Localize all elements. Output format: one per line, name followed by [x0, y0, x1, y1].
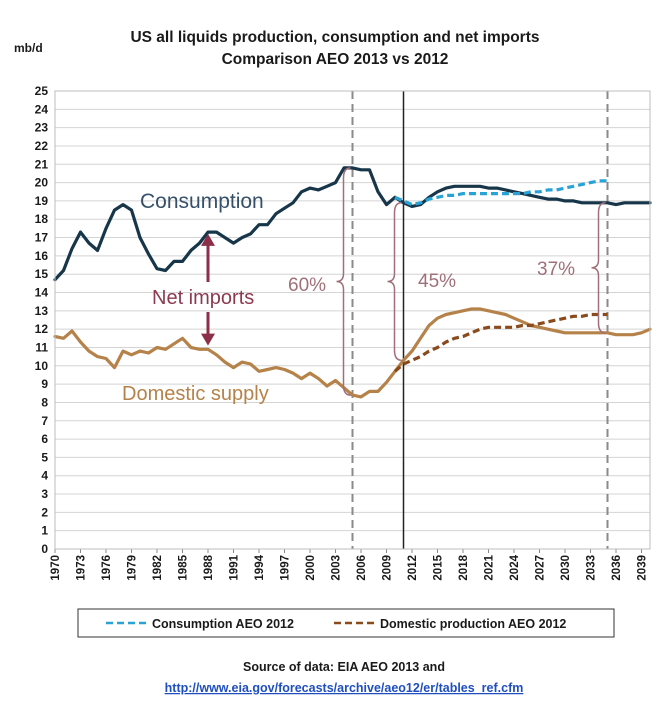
y-tick-label: 0	[41, 542, 48, 556]
pct-2005-label: 60%	[288, 275, 326, 296]
brace-2011	[387, 202, 402, 362]
y-tick-label: 10	[35, 359, 49, 373]
y-tick-label: 16	[35, 249, 49, 263]
y-tick-label: 8	[41, 395, 48, 409]
source-link[interactable]: http://www.eia.gov/forecasts/archive/aeo…	[165, 681, 524, 695]
y-tick-label: 11	[35, 340, 48, 354]
net-imports-arrow	[201, 233, 215, 346]
x-tick-label: 2036	[611, 555, 623, 581]
x-tick-label: 2012	[407, 555, 419, 581]
series-consumption2013	[53, 166, 652, 282]
y-tick-label: 20	[35, 176, 49, 190]
x-tick-label: 1991	[229, 554, 241, 580]
x-tick-label: 1988	[203, 554, 215, 580]
x-tick-label: 1973	[76, 555, 88, 581]
net-import-braces	[336, 167, 606, 396]
y-tick-label: 4	[41, 469, 48, 483]
brace-2035	[591, 202, 606, 334]
x-tick-label: 1985	[178, 554, 190, 580]
legend-label-domestic-2012: Domestic production AEO 2012	[380, 617, 566, 631]
y-tick-label: 21	[35, 157, 49, 171]
legend-label-consumption-2012: Consumption AEO 2012	[152, 617, 294, 631]
series-lines	[53, 166, 652, 399]
x-tick-label: 1979	[127, 555, 139, 581]
x-tick-label: 1994	[254, 554, 266, 580]
y-tick-label: 6	[41, 432, 48, 446]
x-tick-label: 1970	[50, 555, 62, 581]
x-tick-labels: 1970 1973 1976 1979 1982 1985 1988 1991 1994 1997…	[50, 549, 649, 581]
pct-2035-label: 37%	[537, 259, 575, 280]
x-tick-label: 1982	[152, 555, 164, 581]
x-tick-label: 2021	[484, 554, 496, 580]
y-tick-label: 2	[41, 505, 48, 519]
x-tick-label: 2003	[331, 555, 343, 581]
series-domestic2013	[53, 307, 652, 399]
x-tick-label: 2015	[433, 554, 445, 580]
source-text: Source of data: EIA AEO 2013 and	[243, 660, 445, 674]
y-tick-label: 18	[35, 212, 49, 226]
y-tick-label: 7	[41, 414, 48, 428]
y-tick-label: 17	[35, 231, 49, 245]
x-tick-label: 1976	[101, 555, 113, 581]
y-tick-label: 5	[41, 450, 48, 464]
series-consumption2012	[394, 179, 608, 207]
x-tick-label: 2018	[458, 554, 470, 580]
domestic-supply-label: Domestic supply	[122, 383, 269, 405]
y-tick-label: 19	[35, 194, 49, 208]
pct-2011-label: 45%	[418, 271, 456, 292]
x-tick-label: 2009	[382, 555, 394, 581]
plot-frame	[54, 90, 651, 550]
chart-title: US all liquids production, consumption a…	[130, 29, 539, 46]
y-tick-label: 9	[41, 377, 48, 391]
y-tick-label: 3	[41, 487, 48, 501]
reference-lines	[351, 91, 609, 549]
net-imports-label: Net imports	[152, 287, 254, 309]
x-tick-label: 2000	[305, 555, 317, 581]
arrow-head-up	[201, 233, 215, 246]
y-tick-label: 23	[35, 121, 49, 135]
x-tick-label: 2033	[586, 555, 598, 581]
x-tick-label: 2006	[356, 555, 368, 581]
x-tick-label: 2039	[637, 555, 649, 581]
y-axis-label: mb/d	[14, 41, 43, 55]
y-tick-label: 22	[35, 139, 49, 153]
x-tick-label: 1997	[280, 555, 292, 581]
x-tick-label: 2027	[535, 555, 547, 581]
y-tick-label: 25	[35, 84, 49, 98]
y-tick-label: 24	[35, 102, 49, 116]
y-tick-labels: 0123456789101112131415161718192021222324…	[35, 84, 49, 556]
x-tick-label: 2024	[509, 554, 521, 580]
consumption-label: Consumption	[140, 190, 264, 213]
series-domestic2012	[393, 312, 608, 373]
y-tick-label: 14	[35, 286, 49, 300]
y-tick-label: 15	[35, 267, 49, 281]
y-tick-label: 13	[35, 304, 49, 318]
y-tick-label: 12	[35, 322, 49, 336]
y-tick-label: 1	[41, 524, 48, 538]
chart-subtitle: Comparison AEO 2013 vs 2012	[222, 51, 449, 68]
x-tick-label: 2030	[560, 555, 572, 581]
brace-2005	[336, 167, 351, 396]
arrow-head-down	[201, 333, 215, 346]
